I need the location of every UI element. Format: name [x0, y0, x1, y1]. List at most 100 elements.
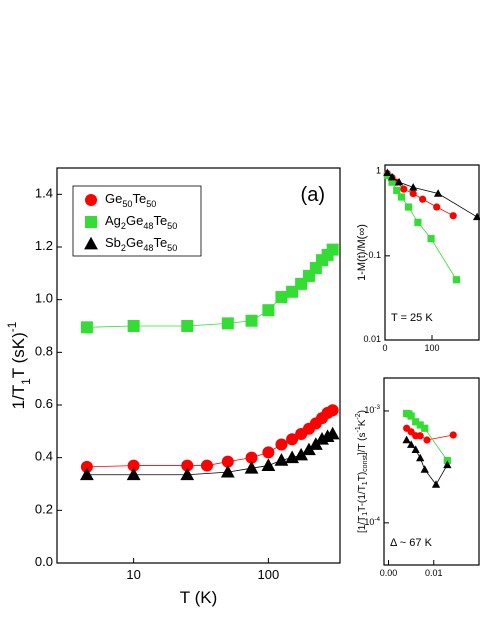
marker — [85, 194, 97, 206]
marker — [275, 438, 288, 451]
marker — [275, 291, 288, 304]
marker — [420, 465, 429, 473]
marker — [407, 412, 415, 420]
x-axis-label: T (K) — [180, 588, 217, 607]
legend-label: Ge50Te50 — [105, 191, 156, 209]
marker — [244, 461, 259, 474]
marker — [80, 460, 93, 473]
x-tick-label: 0.00 — [380, 568, 398, 578]
marker — [294, 447, 309, 461]
panel: 0.00 0.01 10-4 10-3[1/T1T-(1/T1T)const]/T (… — [355, 377, 480, 578]
marker — [411, 445, 420, 453]
marker — [326, 404, 339, 417]
marker — [127, 320, 140, 332]
marker — [419, 195, 427, 203]
y-tick-label: 1.4 — [35, 186, 53, 201]
marker — [449, 212, 457, 220]
panel-label: (a) — [301, 184, 325, 206]
x-tick-label: 0 — [382, 343, 387, 353]
annotation: T = 25 K — [391, 312, 433, 324]
marker — [262, 446, 275, 459]
marker — [383, 168, 392, 177]
y-tick-label: 0.6 — [35, 396, 53, 411]
y-tick-label: 10-3 — [364, 404, 380, 415]
marker — [261, 458, 276, 471]
marker — [181, 459, 194, 472]
marker — [409, 189, 417, 198]
y-tick-label: 0.4 — [35, 449, 53, 464]
marker — [416, 421, 424, 429]
marker — [127, 459, 140, 472]
marker — [126, 467, 141, 481]
marker — [388, 178, 396, 186]
marker — [393, 186, 401, 194]
marker — [427, 235, 435, 243]
y-tick-label: 1.2 — [35, 238, 53, 253]
y-axis-label: 1/T1T (sK)-1 — [5, 321, 33, 409]
marker — [452, 276, 461, 284]
marker — [414, 218, 422, 226]
y-tick-label: 10-4 — [364, 516, 380, 527]
x-tick-label: 10 — [126, 567, 140, 582]
marker — [443, 460, 452, 469]
marker — [394, 177, 404, 186]
y-axis-label: [1/T1T-(1/T1T)const]/T (s-1K-2) — [355, 410, 369, 533]
marker — [387, 172, 397, 181]
y-tick-label: 0.0 — [35, 554, 53, 569]
marker — [416, 453, 425, 462]
marker — [85, 216, 97, 228]
plot-frame — [56, 167, 341, 564]
marker — [84, 236, 98, 250]
marker — [80, 321, 93, 334]
marker — [407, 440, 416, 448]
x-tick-label: 0.01 — [425, 568, 443, 578]
marker — [79, 467, 94, 481]
panel: 0 100 0.01 0.1 1 1-M(t)/M(∞) T = 25 K — [356, 164, 480, 353]
marker — [423, 436, 431, 444]
legend-frame — [72, 185, 202, 257]
marker — [302, 442, 316, 456]
y-tick-label: 0.2 — [35, 502, 53, 517]
marker — [433, 189, 443, 197]
marker — [400, 185, 408, 193]
marker — [180, 467, 195, 481]
marker — [412, 418, 420, 426]
y-tick-label: 0.01 — [363, 334, 381, 344]
marker — [221, 317, 234, 330]
marker — [245, 314, 258, 327]
y-tick-label: 1.0 — [35, 291, 53, 306]
marker — [220, 464, 235, 478]
marker — [221, 455, 234, 468]
marker — [449, 431, 457, 439]
annotation: Δ ~ 67 K — [390, 537, 433, 549]
marker — [326, 243, 339, 256]
marker — [262, 304, 275, 317]
legend-label: Ag2Ge48Te50 — [105, 213, 177, 231]
marker — [409, 183, 418, 191]
y-axis-label: 1-M(t)/M(∞) — [356, 224, 368, 281]
marker — [416, 432, 424, 440]
marker — [325, 426, 340, 440]
marker — [274, 453, 289, 466]
y-tick-label: 1 — [376, 166, 381, 176]
marker — [421, 424, 429, 432]
plot-frame — [383, 377, 480, 566]
x-tick-label: 100 — [258, 567, 280, 582]
marker — [431, 480, 441, 488]
marker — [286, 285, 299, 298]
marker — [181, 320, 194, 332]
marker — [472, 212, 480, 221]
x-tick-label: 100 — [424, 343, 439, 353]
y-tick-label: 0.1 — [368, 250, 381, 260]
marker — [402, 435, 411, 444]
marker — [397, 193, 406, 201]
panel: 10 100 0.0 0.2 0.4 0.6 0.8 1.0 1.2 1.4 T (K) 1/T1T … — [5, 167, 341, 607]
marker — [200, 459, 213, 472]
marker — [286, 433, 299, 446]
marker — [245, 451, 258, 464]
marker — [404, 203, 413, 211]
legend-label: Sb2Ge48Te50 — [105, 235, 177, 253]
marker — [433, 203, 441, 211]
y-tick-label: 0.8 — [35, 344, 53, 359]
